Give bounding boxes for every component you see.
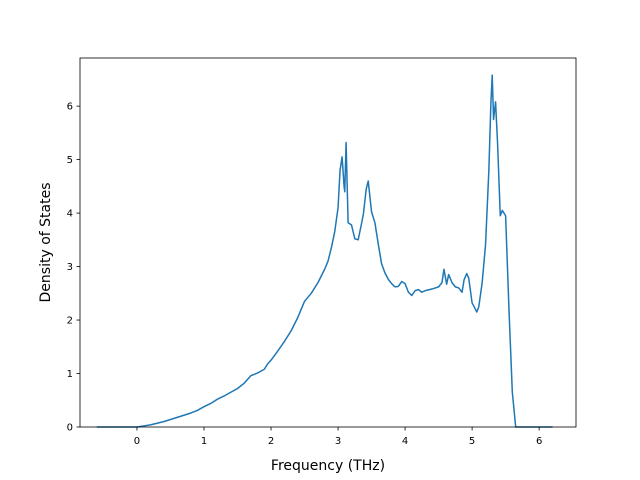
x-tick-label: 6	[536, 436, 542, 447]
y-tick-label: 0	[67, 423, 73, 434]
y-tick-label: 2	[67, 316, 73, 327]
y-tick-label: 3	[67, 262, 73, 273]
x-tick-label: 0	[134, 436, 140, 447]
x-tick-label: 5	[469, 436, 475, 447]
axes-frame	[79, 57, 577, 428]
y-axis-label: Density of States	[38, 183, 54, 303]
y-axis-ticks: 0 1 2 3 4 5 6	[67, 102, 80, 434]
y-tick-label: 6	[67, 102, 73, 113]
x-tick-label: 3	[335, 436, 341, 447]
x-tick-label: 1	[201, 436, 207, 447]
x-axis-ticks: 0 1 2 3 4 5 6	[134, 427, 542, 447]
x-tick-label: 2	[268, 436, 274, 447]
dos-series-line	[96, 74, 553, 428]
x-tick-label: 4	[402, 436, 408, 447]
x-axis-label: Frequency (THz)	[271, 458, 385, 474]
plot-area	[79, 57, 577, 428]
y-tick-label: 4	[67, 209, 73, 220]
y-tick-label: 1	[67, 369, 73, 380]
y-tick-label: 5	[67, 155, 73, 166]
